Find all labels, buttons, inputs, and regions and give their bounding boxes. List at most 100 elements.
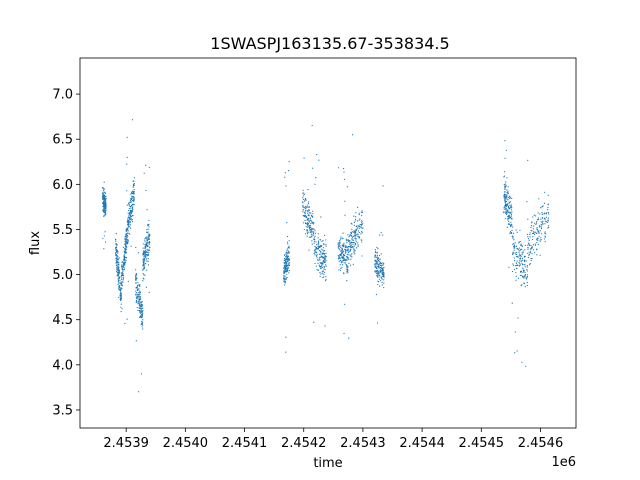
data-point [135,246,137,249]
data-point [377,269,379,271]
data-point [540,218,542,220]
data-point [383,266,385,269]
data-point [358,235,360,238]
data-point [338,260,340,262]
data-point [505,196,507,198]
data-point [505,210,507,212]
data-point [144,244,146,246]
data-point [544,223,546,225]
data-point [351,239,354,241]
data-point [312,210,314,212]
data-point [287,258,289,260]
data-point [148,251,150,253]
data-point [103,206,105,208]
data-point [377,283,379,286]
data-point [118,282,120,284]
data-point [353,221,355,224]
data-point [341,252,343,255]
data-point [520,261,522,263]
data-point [286,261,288,263]
data-point [104,200,106,203]
data-point [537,217,540,219]
data-point [348,240,351,242]
data-point [346,246,349,248]
data-point [376,246,378,249]
data-point [354,231,357,233]
data-point [503,208,505,210]
data-point [517,317,519,319]
data-point [361,231,363,233]
data-point [353,248,355,251]
data-point [130,211,132,214]
data-point [133,184,135,186]
data-point [342,232,344,234]
data-point [346,239,348,241]
data-point [519,257,522,259]
data-point [121,308,123,310]
data-point [539,240,541,242]
data-point [340,249,342,252]
data-point [340,256,342,259]
data-point [340,237,342,240]
data-point [131,119,134,121]
data-point [358,219,360,221]
data-point [533,225,535,227]
data-point [141,323,143,326]
data-point [324,280,327,282]
data-point [315,246,318,249]
data-point [379,266,381,269]
data-point [540,225,542,227]
data-point [506,209,508,211]
data-point [375,266,378,268]
data-point [115,265,117,267]
data-point [319,272,321,274]
data-point [311,221,313,223]
data-point [510,218,512,220]
data-point [137,303,139,305]
data-point [283,258,286,260]
data-point [323,261,325,263]
data-point [510,215,512,217]
data-point [125,241,127,243]
data-point [507,202,509,205]
data-point [121,285,123,287]
data-point [528,239,530,242]
data-point [118,269,121,271]
data-point [308,212,310,214]
data-point [347,251,350,254]
data-point [127,218,129,220]
data-point [120,299,122,302]
data-point [136,295,138,297]
data-point [540,237,542,239]
data-point [143,172,145,174]
data-point [138,291,140,294]
data-point [545,216,547,218]
data-point [547,206,549,209]
data-point [318,245,320,247]
data-point [324,234,326,237]
data-point [518,253,521,255]
data-point [504,218,507,220]
data-point [120,291,122,293]
data-point [376,260,378,263]
data-point [509,212,511,214]
data-point [114,249,117,251]
data-point [509,232,511,235]
data-point [340,250,342,253]
data-point [284,172,287,174]
data-point [304,208,306,210]
data-point [519,274,522,276]
data-point [541,213,543,215]
data-point [117,266,120,268]
data-point [116,248,118,251]
data-point [505,181,507,183]
data-point [534,222,536,224]
data-point [379,285,381,287]
data-point [379,272,381,274]
data-point [102,198,104,201]
data-point [513,239,515,241]
data-point [122,273,125,275]
data-point [313,242,315,244]
data-point [285,262,288,264]
data-point [136,277,138,279]
